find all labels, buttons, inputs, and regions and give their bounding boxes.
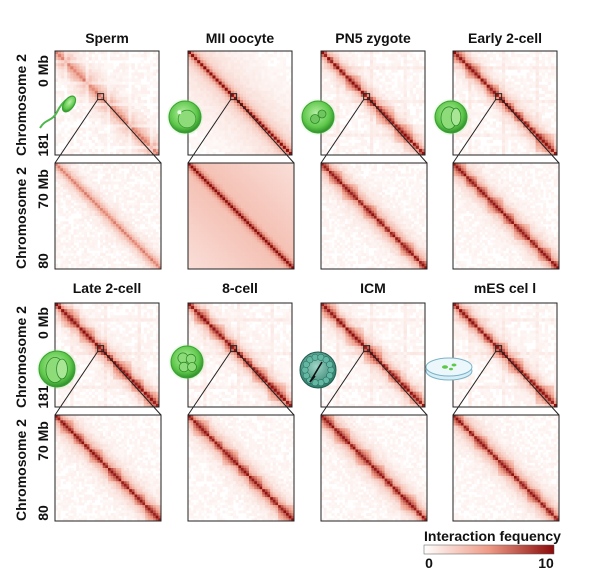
zygote-icon [299,98,337,136]
zoom-heatmap-6 [187,414,295,522]
zoom-connector-right [103,351,162,416]
zoom-connector-left [54,351,99,416]
zoom-heatmap-2 [187,162,295,270]
zoom-region-box [495,345,503,353]
overview-tick-top: 0 Mb [35,55,51,87]
zoom-connector-right [103,99,162,164]
oocyte-icon [166,98,204,136]
early-2-cell-icon [432,98,470,136]
overview-heatmap-7 [320,302,426,408]
zoom-tick-top: 70 Mb [35,169,51,209]
overview-tick-bottom: 181 [35,133,51,157]
panel-title-2: MII oocyte [206,30,275,46]
overview-axis-label: Chromosome 2 [13,306,29,408]
colorbar-label: Interaction fequency [424,528,561,544]
colorbar-gradient [423,544,555,555]
zoom-heatmap-8 [452,414,560,522]
zoom-connector-right [501,99,560,164]
zoom-connector-left [320,99,365,164]
panel-title-6: 8-cell [222,280,258,296]
colorbar-min-label: 0 [425,555,433,571]
zoom-tick-bottom: 80 [35,505,51,521]
zoom-heatmap-5 [54,414,162,522]
colorbar-max-label: 10 [538,555,554,571]
overview-tick-bottom: 181 [35,385,51,409]
zoom-connector-left [320,351,365,416]
zoom-axis-label: Chromosome 2 [13,419,29,521]
zoom-tick-bottom: 80 [35,253,51,269]
panel-title-4: Early 2-cell [468,30,542,46]
zoom-axis-label: Chromosome 2 [13,167,29,269]
zoom-connector-left [187,351,232,416]
zoom-heatmap-3 [320,162,428,270]
zoom-region-box [230,345,238,353]
panel-title-3: PN5 zygote [335,30,411,46]
zoom-region-box [495,93,503,101]
zoom-connector-right [369,351,428,416]
zoom-connector-left [54,99,99,164]
zoom-heatmap-7 [320,414,428,522]
icm-blastocyst-icon [299,351,337,389]
zoom-heatmap-4 [452,162,560,270]
petri-dish-icon [425,357,473,381]
zoom-connector-left [452,99,497,164]
zoom-connector-right [501,351,560,416]
8-cell-icon [168,343,206,381]
panel-title-1: Sperm [85,30,129,46]
zoom-region-box [230,93,238,101]
panel-title-8: mES cel l [474,280,536,296]
zoom-connector-left [452,351,497,416]
zoom-connector-right [369,99,428,164]
late-2-cell-icon [36,348,78,390]
zoom-connector-right [236,99,295,164]
overview-tick-top: 0 Mb [35,307,51,339]
panel-title-5: Late 2-cell [73,280,141,296]
panel-title-7: ICM [360,280,386,296]
sperm-icon [39,95,77,129]
zoom-region-box [97,93,105,101]
zoom-region-box [97,345,105,353]
zoom-heatmap-1 [54,162,162,270]
zoom-connector-left [187,99,232,164]
overview-axis-label: Chromosome 2 [13,54,29,156]
zoom-connector-right [236,351,295,416]
zoom-region-box [363,345,371,353]
zoom-region-box [363,93,371,101]
zoom-tick-top: 70 Mb [35,421,51,461]
